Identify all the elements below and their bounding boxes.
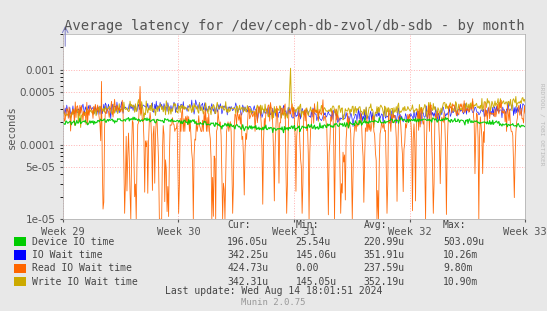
Text: 342.25u: 342.25u bbox=[227, 250, 268, 260]
Text: Avg:: Avg: bbox=[364, 220, 387, 230]
Text: 10.90m: 10.90m bbox=[443, 277, 478, 287]
Text: 342.31u: 342.31u bbox=[227, 277, 268, 287]
Text: 351.91u: 351.91u bbox=[364, 250, 405, 260]
Text: Write IO Wait time: Write IO Wait time bbox=[32, 277, 138, 287]
Text: Min:: Min: bbox=[295, 220, 319, 230]
Text: 424.73u: 424.73u bbox=[227, 263, 268, 273]
Text: Cur:: Cur: bbox=[227, 220, 251, 230]
Text: 145.05u: 145.05u bbox=[295, 277, 336, 287]
Text: RRDTOOL / TOBI OETIKER: RRDTOOL / TOBI OETIKER bbox=[539, 83, 544, 166]
Text: 10.26m: 10.26m bbox=[443, 250, 478, 260]
Text: Max:: Max: bbox=[443, 220, 467, 230]
Text: Munin 2.0.75: Munin 2.0.75 bbox=[241, 298, 306, 307]
Text: Device IO time: Device IO time bbox=[32, 237, 114, 247]
Text: Last update: Wed Aug 14 18:01:51 2024: Last update: Wed Aug 14 18:01:51 2024 bbox=[165, 286, 382, 296]
Text: 0.00: 0.00 bbox=[295, 263, 319, 273]
Text: 237.59u: 237.59u bbox=[364, 263, 405, 273]
Y-axis label: seconds: seconds bbox=[7, 105, 16, 149]
Text: 220.99u: 220.99u bbox=[364, 237, 405, 247]
Text: 352.19u: 352.19u bbox=[364, 277, 405, 287]
Text: 9.80m: 9.80m bbox=[443, 263, 473, 273]
Text: 503.09u: 503.09u bbox=[443, 237, 484, 247]
Text: 145.06u: 145.06u bbox=[295, 250, 336, 260]
Title: Average latency for /dev/ceph-db-zvol/db-sdb - by month: Average latency for /dev/ceph-db-zvol/db… bbox=[63, 19, 525, 33]
Text: 196.05u: 196.05u bbox=[227, 237, 268, 247]
Text: 25.54u: 25.54u bbox=[295, 237, 330, 247]
Text: IO Wait time: IO Wait time bbox=[32, 250, 103, 260]
Text: Read IO Wait time: Read IO Wait time bbox=[32, 263, 132, 273]
